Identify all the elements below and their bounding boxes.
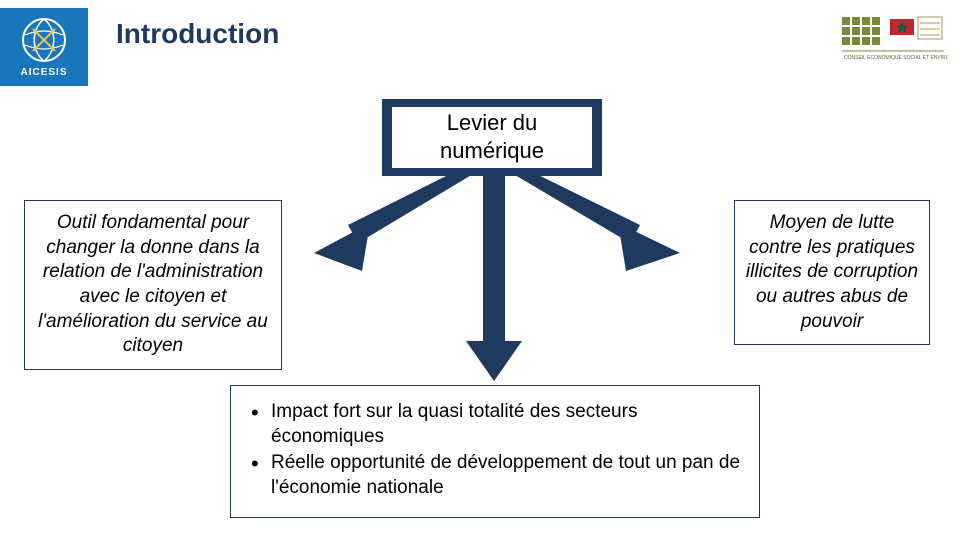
list-item: Réelle opportunité de développement de t… [271, 451, 743, 500]
globe-icon [21, 17, 67, 63]
top-box-text: Levier du numérique [392, 107, 592, 168]
bottom-box-list: Impact fort sur la quasi totalité des se… [247, 400, 743, 501]
arrow-right-icon [498, 165, 680, 271]
bottom-box: Impact fort sur la quasi totalité des se… [230, 385, 760, 518]
top-box-line1: Levier du [447, 110, 538, 135]
logo-right: CONSEIL ECONOMIQUE SOCIAL ET ENVIRONNEME… [838, 8, 948, 64]
diagram: Levier du numérique Outil fondamental po… [0, 85, 960, 540]
logo-left-label: AICESIS [20, 67, 67, 78]
cese-logo-icon: CONSEIL ECONOMIQUE SOCIAL ET ENVIRONNEME… [838, 11, 948, 61]
top-box-line2: numérique [440, 138, 544, 163]
page-title: Introduction [116, 18, 279, 50]
arrow-left-icon [314, 165, 488, 271]
header: AICESIS Introduction CONSEIL ECONOMIQUE … [0, 0, 960, 86]
top-box: Levier du numérique [382, 99, 602, 176]
arrow-down-icon [466, 165, 522, 381]
svg-text:CONSEIL ECONOMIQUE SOCIAL ET E: CONSEIL ECONOMIQUE SOCIAL ET ENVIRONNEME… [844, 55, 948, 61]
logo-left: AICESIS [0, 8, 88, 86]
left-box: Outil fondamental pour changer la donne … [24, 200, 282, 370]
list-item: Impact fort sur la quasi totalité des se… [271, 400, 743, 449]
right-box: Moyen de lutte contre les pratiques illi… [734, 200, 930, 345]
